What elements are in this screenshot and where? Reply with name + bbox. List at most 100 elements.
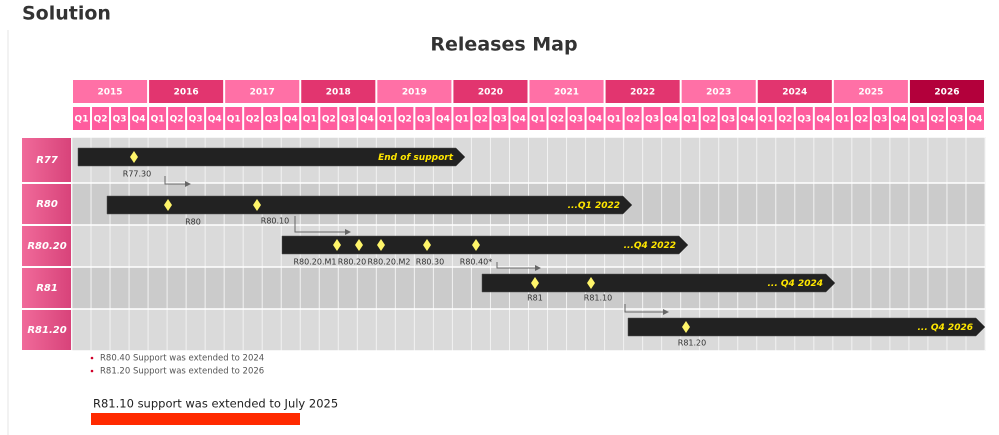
quarter-label: Q3: [797, 115, 811, 125]
year-cell: [73, 80, 148, 103]
quarter-cell: [168, 107, 186, 130]
map-title: Releases Map: [430, 34, 577, 56]
row-label-cell: [22, 138, 71, 182]
quarter-cell: [719, 107, 737, 130]
quarter-cell: [282, 107, 300, 130]
quarter-label: Q1: [911, 115, 925, 125]
year-cell: [225, 80, 300, 103]
milestone-diamond: [355, 239, 363, 251]
year-cell: [605, 80, 680, 103]
release-bar: [77, 147, 466, 167]
quarter-label: Q1: [607, 115, 621, 125]
quarter-label: Q2: [854, 115, 868, 125]
milestone-diamond: [587, 277, 595, 289]
quarter-cell: [909, 107, 927, 130]
quarter-label: Q2: [246, 115, 260, 125]
quarter-cell: [130, 107, 148, 130]
year-label: 2015: [98, 88, 123, 98]
year-cell: [149, 80, 224, 103]
milestone-diamond: [164, 199, 172, 211]
milestone-label: R80.20: [338, 258, 366, 267]
quarter-label: Q2: [626, 115, 640, 125]
row-label-cell: [22, 184, 71, 224]
releases-map: 2015 Q1 Q2 Q3 Q4 2016 Q1 Q2 Q3 Q4 2017 Q1 Q2 Q3 Q4 2018…: [22, 80, 986, 352]
quarter-cell: [947, 107, 965, 130]
upgrade-arrow: [164, 176, 191, 187]
quarter-label: Q2: [930, 115, 944, 125]
year-label: 2022: [630, 88, 655, 98]
year-label: 2017: [250, 88, 275, 98]
quarter-label: Q4: [208, 115, 222, 125]
end-label: ... Q4 2024: [768, 279, 824, 289]
end-label: ...Q4 2022: [624, 241, 676, 251]
milestone-diamond: [531, 277, 539, 289]
note-text: R80.40 Support was extended to 2024: [100, 354, 264, 364]
quarter-cell: [586, 107, 604, 130]
quarter-label: Q1: [379, 115, 393, 125]
milestone-label: R80.40*: [460, 258, 492, 267]
row-label-cell: [22, 268, 71, 308]
release-bar: [481, 273, 836, 293]
row-label: R81.20: [27, 325, 66, 336]
quarter-cell: [662, 107, 680, 130]
quarter-cell: [605, 107, 623, 130]
quarter-cell: [472, 107, 490, 130]
milestone-label: R80: [185, 218, 201, 227]
end-label: End of support: [378, 153, 454, 163]
highlight-text: R81.10 support was extended to July 2025: [93, 397, 338, 411]
quarter-cell: [301, 107, 319, 130]
milestone-label: R81.10: [584, 294, 612, 303]
quarter-cell: [244, 107, 262, 130]
quarter-label: Q4: [892, 115, 906, 125]
quarter-label: Q4: [969, 115, 983, 125]
quarter-cell: [73, 107, 91, 130]
year-label: 2020: [478, 88, 503, 98]
quarter-cell: [377, 107, 395, 130]
year-cell: [529, 80, 604, 103]
quarter-cell: [453, 107, 471, 130]
quarter-label: Q1: [531, 115, 545, 125]
quarter-label: Q2: [702, 115, 716, 125]
quarter-label: Q4: [284, 115, 298, 125]
row-label-cell: [22, 226, 71, 266]
quarter-cell: [187, 107, 205, 130]
quarter-cell: [776, 107, 794, 130]
quarter-label: Q1: [835, 115, 849, 125]
milestone-diamond: [333, 239, 341, 251]
quarter-cell: [263, 107, 281, 130]
milestone-diamond: [253, 199, 261, 211]
quarter-cell: [339, 107, 357, 130]
quarter-label: Q4: [132, 115, 146, 125]
milestone-label: R81.20: [678, 339, 706, 348]
quarter-cell: [852, 107, 870, 130]
quarter-cell: [681, 107, 699, 130]
quarter-label: Q1: [75, 115, 89, 125]
quarter-label: Q1: [303, 115, 317, 125]
quarter-cell: [111, 107, 129, 130]
quarter-label: Q4: [360, 115, 374, 125]
upgrade-arrow: [294, 216, 351, 235]
quarter-cell: [890, 107, 908, 130]
quarter-label: Q2: [94, 115, 108, 125]
quarter-cell: [320, 107, 338, 130]
quarter-label: Q3: [113, 115, 127, 125]
milestone-label: R80.10: [261, 217, 289, 226]
quarter-label: Q2: [778, 115, 792, 125]
release-bar: [106, 195, 633, 215]
quarter-cell: [738, 107, 756, 130]
quarter-label: Q3: [417, 115, 431, 125]
year-cell: [453, 80, 528, 103]
quarter-label: Q3: [341, 115, 355, 125]
quarter-label: Q1: [151, 115, 165, 125]
year-cell: [833, 80, 908, 103]
quarter-cell: [814, 107, 832, 130]
quarter-cell: [491, 107, 509, 130]
year-cell: [301, 80, 376, 103]
quarter-cell: [415, 107, 433, 130]
quarter-cell: [928, 107, 946, 130]
quarter-label: Q4: [588, 115, 602, 125]
quarter-cell: [225, 107, 243, 130]
note-bullet: [90, 369, 94, 373]
row-label: R80.20: [27, 241, 66, 252]
